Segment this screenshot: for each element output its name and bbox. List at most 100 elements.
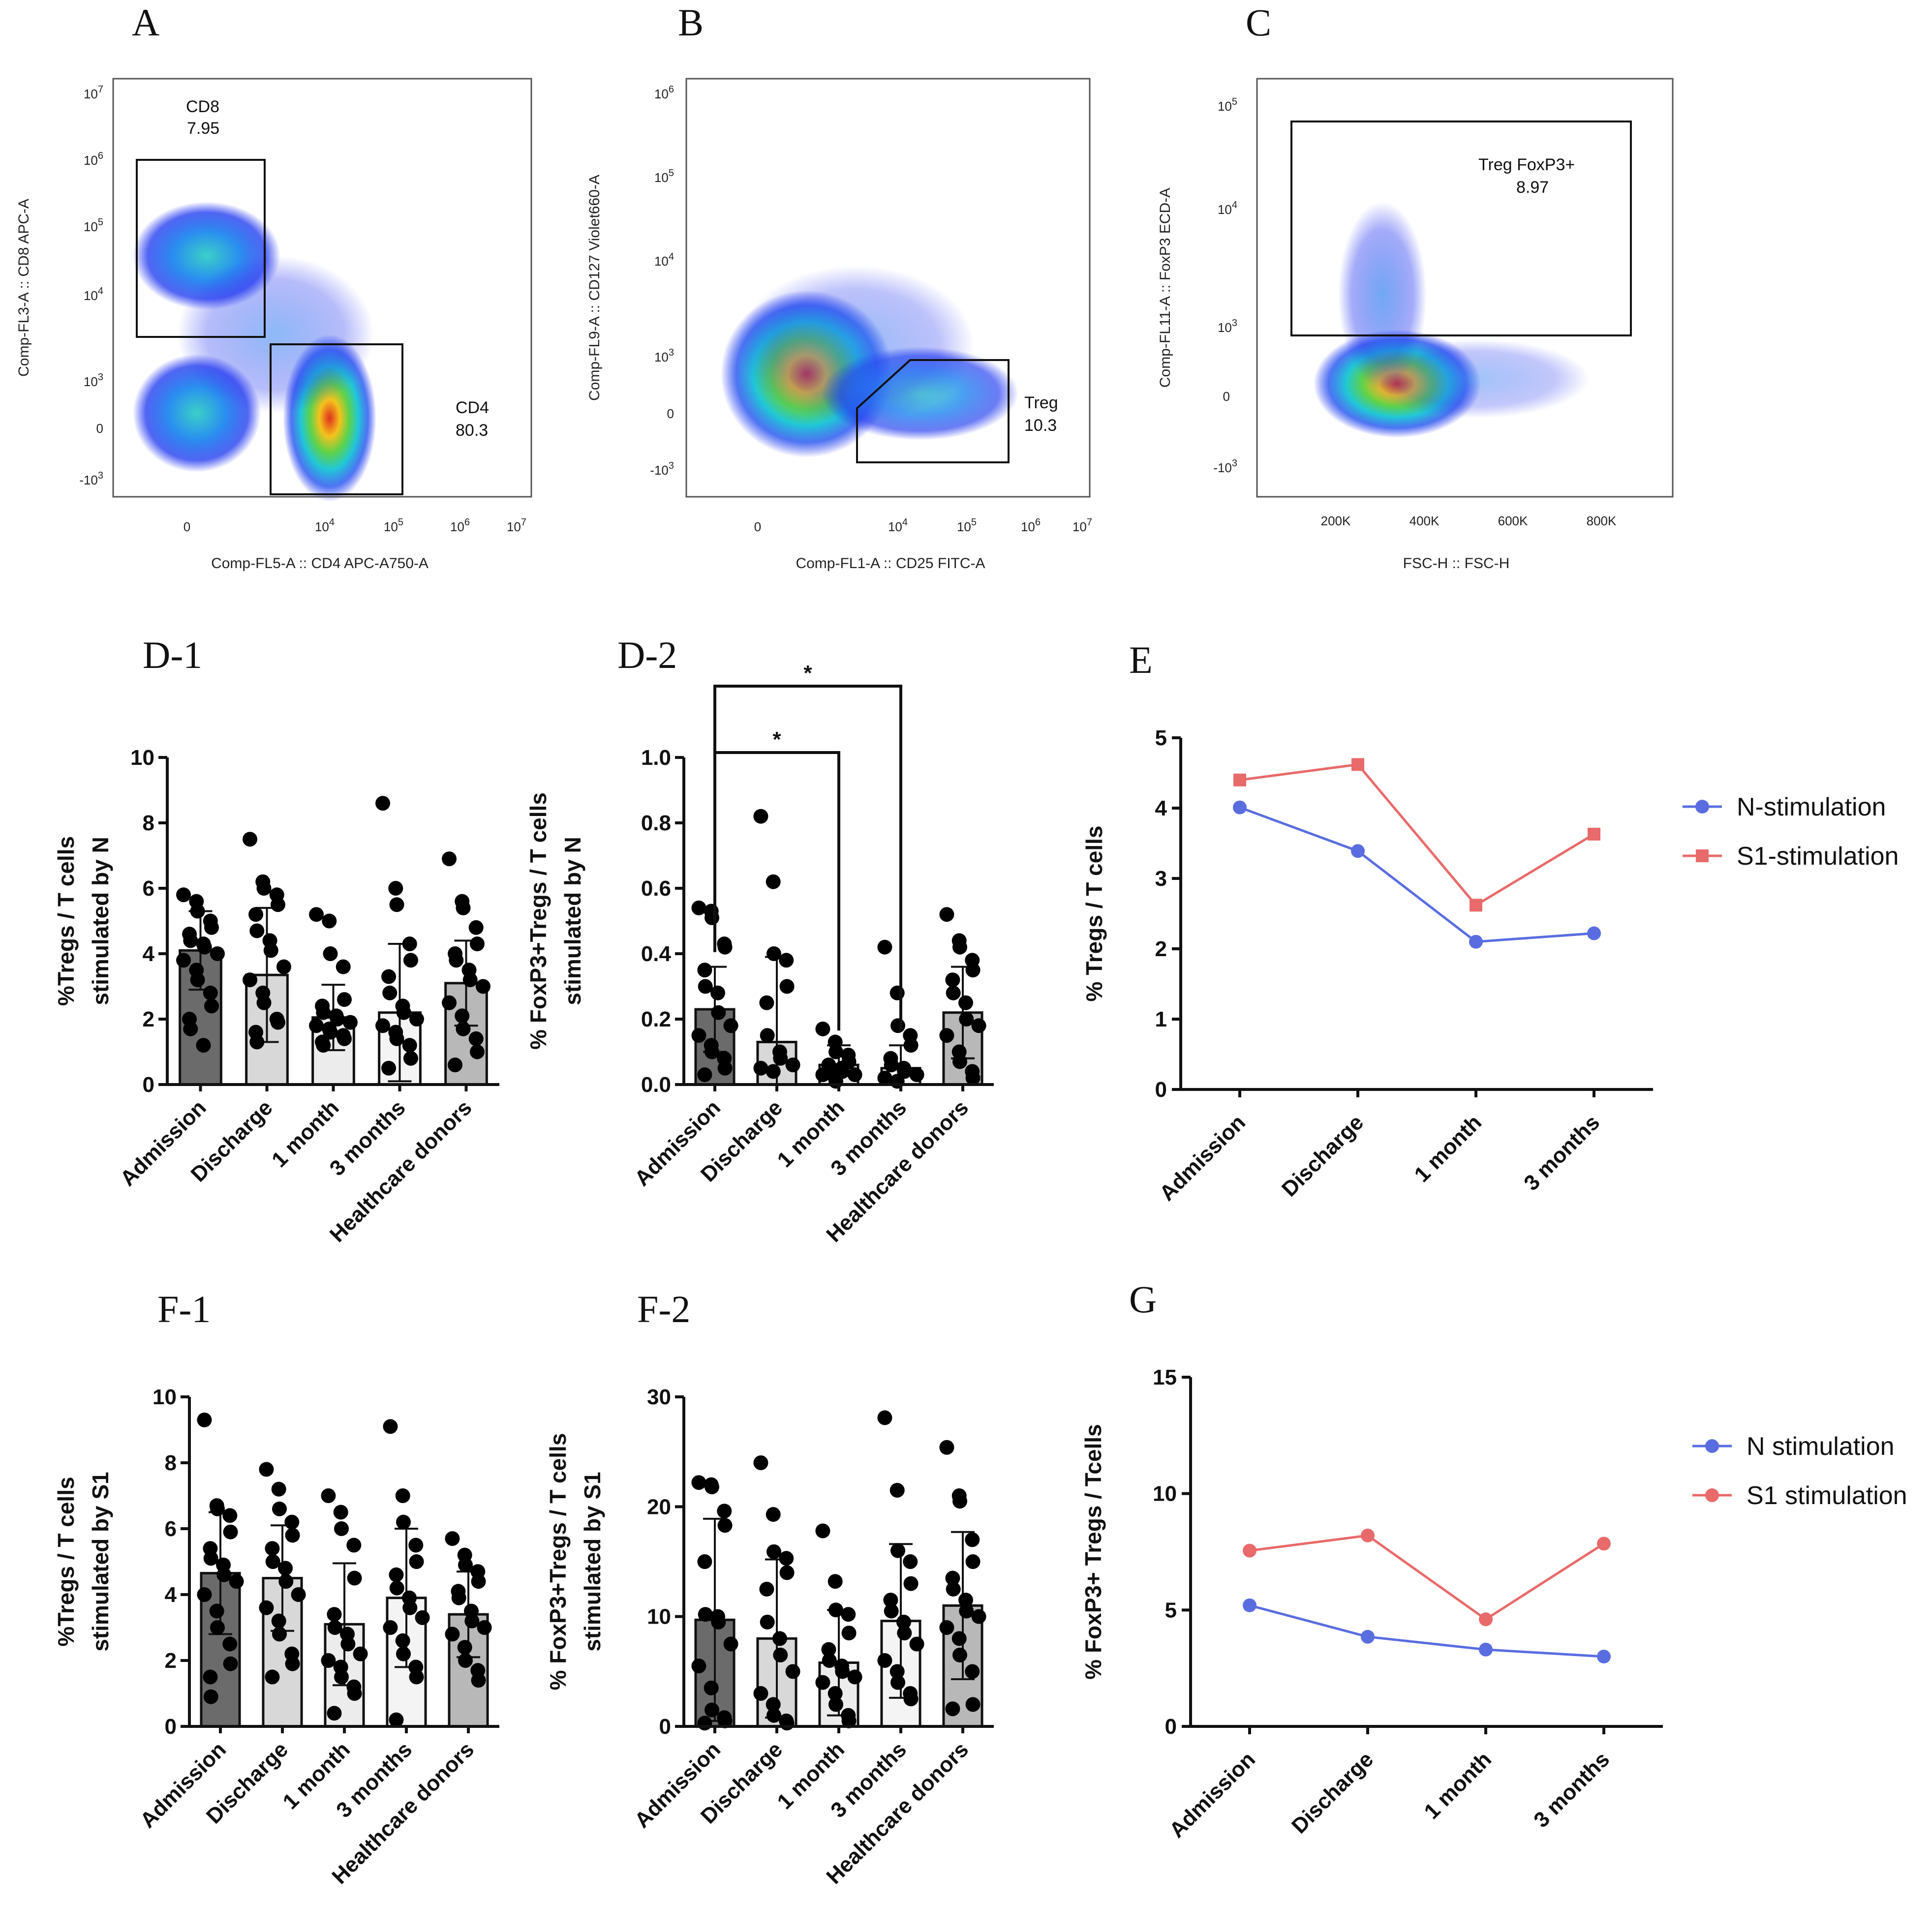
data-point: [815, 1675, 830, 1690]
data-point: [204, 920, 219, 935]
data-point: [176, 953, 191, 968]
significance-star-0: *: [772, 727, 781, 752]
flow-a-xtick-0: 0: [184, 519, 190, 534]
series-line-0: [1249, 1604, 1604, 1658]
flow-b-ytick-0: 106: [654, 84, 674, 101]
data-point: [965, 1697, 981, 1712]
data-point: [903, 1554, 918, 1569]
data-point: [877, 939, 892, 955]
data-point: [909, 1636, 924, 1652]
data-point: [270, 1015, 285, 1030]
data-point: [445, 1531, 460, 1546]
data-point: [347, 1686, 362, 1701]
flow-b-xtick-0: 0: [754, 519, 761, 534]
data-point: [381, 1060, 397, 1076]
y-axis-label-line2: stimulated by N: [560, 837, 585, 1005]
flow-a-ytick-2: 105: [84, 217, 103, 234]
chart-title: D-1: [143, 634, 202, 676]
chart-e: E 0 1 2 3 4 5 Admission Discharge 1 month 3 months…: [1081, 638, 1899, 1206]
data-point: [841, 1607, 856, 1622]
flow-b-xtick-3: 106: [1021, 517, 1041, 534]
series-marker-0: [1597, 1650, 1611, 1663]
data-point: [697, 963, 712, 978]
y-tick-label: 0: [659, 1715, 671, 1739]
data-point: [249, 923, 265, 938]
flow-a-xtick-4: 107: [507, 517, 526, 534]
y-tick-label: 0: [165, 1715, 177, 1739]
legend-label-0: N-stimulation: [1737, 793, 1886, 821]
panel-letter-b: B: [678, 1, 704, 44]
flow-b-xticks: 0 104 105 106 107: [754, 517, 1092, 534]
flow-c-xtick-1: 400K: [1410, 513, 1440, 528]
series-marker-1: [1597, 1537, 1611, 1551]
data-point: [403, 1051, 418, 1066]
data-point: [395, 1488, 410, 1503]
gate-treg-name: Treg: [1024, 393, 1058, 412]
flow-b-frame: [685, 78, 1091, 498]
flow-a-yticks: 107 106 105 104 103 0 -103: [79, 84, 103, 487]
data-point: [779, 1716, 795, 1731]
y-tick-label: 0: [1155, 1078, 1167, 1102]
series-line-1: [1249, 1534, 1605, 1621]
flow-c-ylabel: Comp-FL11-A :: FoxP3 ECD-A: [1157, 188, 1173, 388]
y-tick-label: 6: [143, 876, 154, 901]
legend-label-0: N stimulation: [1747, 1432, 1895, 1461]
data-point: [890, 1675, 905, 1690]
category-label: Discharge: [1287, 1747, 1378, 1838]
data-point: [959, 1012, 974, 1026]
data-point: [265, 1554, 280, 1569]
data-point: [442, 995, 457, 1010]
data-point: [468, 1031, 484, 1046]
series-marker-1: [1351, 758, 1364, 771]
data-point: [389, 1567, 404, 1582]
data-point: [753, 1455, 768, 1470]
data-point: [333, 1505, 348, 1520]
y-tick-label: 10: [1153, 1482, 1177, 1506]
flow-b-ytick-1: 105: [654, 168, 674, 185]
data-point: [402, 936, 417, 952]
data-point: [278, 1574, 294, 1589]
data-point: [256, 881, 272, 896]
data-point: [705, 1479, 719, 1495]
data-point: [223, 1656, 238, 1671]
data-point: [691, 1659, 706, 1674]
data-point: [815, 1067, 830, 1083]
data-point: [828, 1074, 843, 1089]
data-point: [382, 985, 398, 1000]
series-marker-0: [1233, 800, 1247, 815]
flow-b-ytick-4: 0: [667, 406, 674, 421]
series-marker-0: [1587, 926, 1601, 940]
y-tick-label: 10: [153, 1385, 177, 1409]
data-point: [375, 1018, 391, 1033]
gate-cd4: [270, 343, 403, 495]
flow-b-xlabel: Comp-FL1-A :: CD25 FITC-A: [796, 555, 985, 572]
data-point: [222, 1636, 238, 1652]
data-point: [753, 1060, 768, 1076]
data-point: [705, 1044, 719, 1059]
y-tick-label: 5: [1165, 1598, 1177, 1622]
flow-a-ylabel: Comp-FL3-A :: CD8 APC-A: [16, 199, 32, 377]
data-point: [209, 1603, 224, 1619]
y-axis-label-line2: stimulated by N: [88, 837, 113, 1005]
panel-letter-c: C: [1246, 1, 1271, 44]
flow-a-ytick-1: 106: [84, 151, 103, 168]
data-point: [176, 887, 191, 903]
flow-b-xtick-2: 105: [957, 517, 977, 534]
data-point: [965, 1664, 980, 1679]
flow-b-ytick-5: -103: [650, 460, 674, 478]
data-point: [877, 1653, 892, 1668]
data-point: [409, 1012, 424, 1026]
data-point: [909, 1067, 924, 1083]
flow-c-ytick-0: 105: [1218, 96, 1237, 114]
data-point: [723, 1636, 738, 1652]
data-point: [717, 1504, 732, 1519]
data-point: [475, 979, 490, 994]
data-point: [939, 1028, 954, 1043]
data-point: [327, 1706, 342, 1721]
data-point: [710, 985, 725, 1000]
y-tick-label: 2: [143, 1007, 154, 1031]
series-marker-0: [1469, 935, 1483, 949]
series-marker-1: [1479, 1612, 1493, 1627]
